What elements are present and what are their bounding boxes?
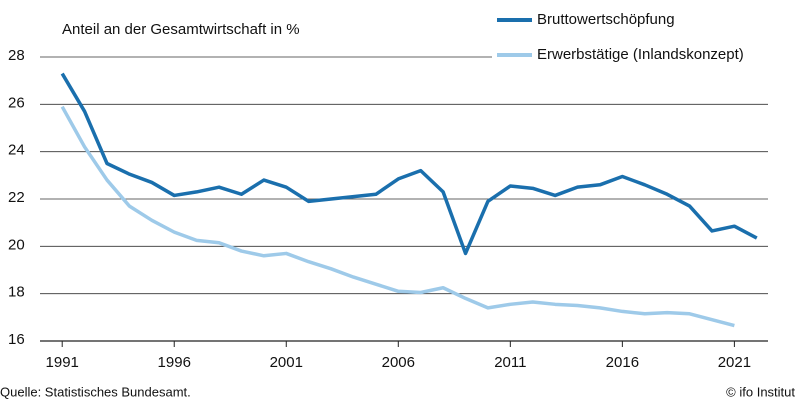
- y-axis-label: Anteil an der Gesamtwirtschaft in %: [62, 21, 300, 38]
- x-tick-label: 1996: [158, 354, 191, 371]
- x-tick-label: 2011: [494, 354, 526, 371]
- y-tick-label: 24: [8, 142, 25, 159]
- legend-label: Erwerbstätige (Inlandskonzept): [537, 46, 744, 63]
- y-tick-label: 18: [8, 284, 25, 301]
- y-tick-label: 26: [8, 94, 25, 111]
- y-tick-label: 22: [8, 189, 25, 206]
- x-tick-label: 2006: [382, 354, 415, 371]
- source: Quelle: Statistisches Bundesamt.: [0, 384, 191, 399]
- x-tick-label: 1991: [46, 354, 79, 371]
- y-tick-label: 20: [8, 236, 25, 253]
- x-tick-label: 2001: [270, 354, 303, 371]
- y-tick-label: 28: [8, 47, 25, 64]
- x-tick-label: 2016: [606, 354, 639, 371]
- x-tick-label: 2021: [718, 354, 751, 371]
- legend-bg: [492, 44, 795, 66]
- credit: © ifo Institut: [726, 384, 795, 399]
- y-tick-label: 16: [8, 331, 25, 348]
- legend-bg: [492, 9, 795, 31]
- series-line: [60, 105, 735, 328]
- legend-label: Bruttowertschöpfung: [537, 11, 675, 28]
- series-line: [60, 72, 758, 256]
